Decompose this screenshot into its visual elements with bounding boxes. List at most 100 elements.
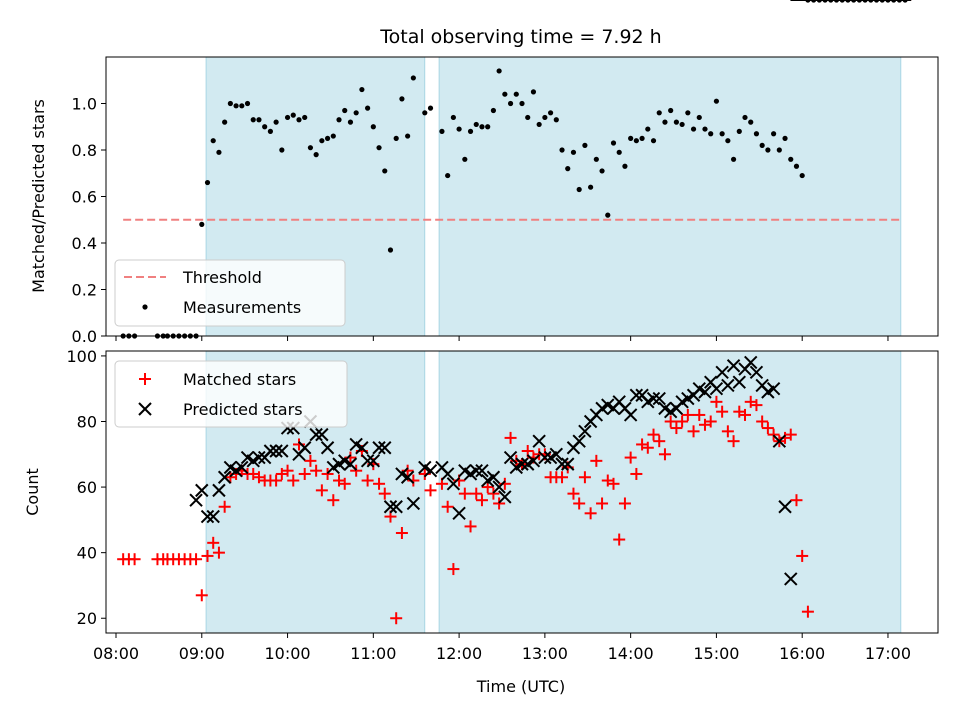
matched-star-point [338,477,351,490]
predicted-star-point [446,477,461,491]
matched-star-point [716,405,729,418]
measurement-point [450,114,456,121]
predicted-star-point [252,450,266,465]
predicted-star-point [212,483,226,498]
measurement-point [673,119,679,125]
matched-star-point [596,497,609,510]
matched-star-point [475,494,488,507]
measurement-point [204,179,211,186]
measurement-point [730,156,737,162]
matched-star-point [504,431,517,444]
predicted-star-point [315,427,329,442]
measurement-point [485,124,491,130]
matched-star-point [304,454,317,467]
matched-star-point [767,428,780,441]
matched-star-point [641,441,654,454]
ratio-x-ticks [115,336,889,341]
ratio-panel: 0.0 0.2 0.4 0.6 0.8 1.0 Matched/Predicted sta… [29,0,939,346]
measurement-point [445,172,451,179]
y-tick-label: 0.8 [72,141,97,160]
count-legend: Matched stars Predicted stars [114,360,348,428]
count-legend-box [114,360,348,428]
measurement-point [456,126,462,132]
matched-star-point [424,484,437,497]
matched-star-point [327,494,340,507]
ratio-legend: Threshold Measurements [114,259,346,327]
predicted-star-point [275,444,289,458]
matched-star-point [201,549,214,562]
predicted-star-point [549,447,564,461]
matched-star-point [756,415,769,428]
predicted-star-point [572,434,586,448]
measurement-point [290,112,296,118]
x-tick-label: 10:00 [264,644,310,663]
y-tick-label: 80 [77,413,97,432]
measurement-point [605,212,611,218]
y-tick-label: 20 [77,609,97,628]
matched-star-point [493,497,506,510]
y-tick-label: 60 [77,478,97,497]
predicted-star-point [538,450,552,465]
measurement-point [645,126,651,132]
measurement-point [302,114,308,121]
y-tick-label: 0.4 [72,234,97,253]
matched-star-point [750,399,763,412]
predicted-star-point [200,509,215,524]
measurement-point [382,168,388,174]
matched-star-point [618,497,631,510]
x-tick-label: 09:00 [179,644,225,663]
matched-star-point [212,546,225,559]
matched-star-point [321,467,334,480]
predicted-star-point [784,572,798,586]
measurement-point [576,186,582,193]
measurement-point [662,119,668,125]
predicted-star-point [298,441,312,455]
predicted-star-point [652,391,666,406]
measurement-point [525,114,531,121]
matched-star-point [441,500,454,513]
count-plot-frame [105,350,939,634]
predicted-star-point [772,434,787,448]
predicted-star-point [698,385,712,399]
measurement-point [753,131,760,137]
matched-star-point [710,395,723,408]
measurement-point [530,89,537,95]
chart-title: Total observing time = 7.92 h [379,26,661,48]
legend-measurements-label: Measurements [183,298,301,317]
measurement-point [473,121,479,128]
count-y-ticks: 20 40 60 80 100 [66,347,106,628]
measurement-point [713,98,720,104]
legend-threshold-label: Threshold [182,268,262,287]
y-tick-label: 0.6 [72,188,97,207]
ratio-y-ticks: 0.0 0.2 0.4 0.6 0.8 1.0 [72,95,106,346]
legend-measurements-swatch [142,304,148,310]
measurement-point [782,135,788,141]
measurement-point [216,149,222,155]
matched-star-point [573,497,586,510]
matched-star-point [687,425,700,438]
measurement-point [479,124,485,130]
matched-star-point [658,448,671,461]
measurement-point [239,103,245,109]
measurement-point [365,105,371,111]
x-tick-label: 17:00 [865,644,911,663]
x-axis-label: Time (UTC) [476,677,565,696]
measurement-point [690,126,697,132]
measurement-point [439,128,445,134]
measurement-point [793,163,800,169]
matched-star-point [287,474,300,487]
matched-star-point [447,563,460,576]
matched-star-point [470,487,483,500]
measurement-point [656,110,662,116]
measurement-point [622,163,628,169]
matched-star-point [704,415,717,428]
measurement-point [513,91,519,97]
predicted-star-point [578,424,592,439]
y-tick-label: 0.0 [72,327,97,346]
measurement-point [422,110,428,116]
x-tick-label: 16:00 [779,644,825,663]
predicted-star-point [320,441,335,455]
predicted-star-point [440,467,455,481]
x-tick-label: 08:00 [93,644,139,663]
measurement-point [359,86,365,93]
